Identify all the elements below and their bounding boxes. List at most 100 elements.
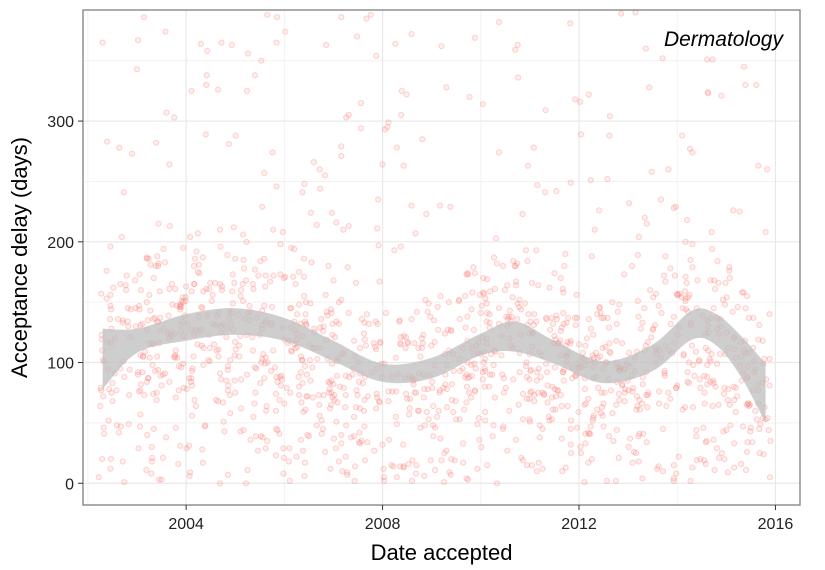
- data-point: [379, 161, 386, 168]
- data-point: [653, 290, 660, 297]
- data-point: [746, 401, 754, 408]
- data-point: [581, 401, 588, 408]
- data-point: [400, 332, 407, 340]
- data-point: [196, 270, 203, 277]
- data-point: [577, 450, 585, 457]
- data-point: [731, 464, 738, 471]
- data-point: [642, 45, 649, 52]
- data-point: [759, 337, 766, 344]
- data-point: [301, 472, 308, 480]
- data-point: [740, 289, 747, 296]
- data-point: [437, 293, 444, 300]
- data-point: [300, 408, 307, 416]
- data-point: [332, 445, 339, 452]
- data-point: [320, 323, 327, 330]
- data-point: [330, 435, 337, 442]
- data-point: [693, 433, 700, 440]
- data-point: [354, 392, 361, 399]
- data-point: [674, 382, 681, 389]
- data-point: [400, 464, 407, 471]
- data-point: [342, 392, 349, 399]
- data-point: [326, 380, 334, 387]
- data-point: [612, 477, 619, 484]
- data-point: [358, 316, 365, 323]
- data-point: [684, 378, 691, 385]
- data-point: [107, 291, 114, 298]
- minor-gridlines: [83, 10, 800, 505]
- data-point: [475, 415, 482, 422]
- data-point: [692, 348, 700, 355]
- data-point: [701, 372, 708, 379]
- plot-border: [82, 9, 801, 506]
- data-point: [239, 281, 246, 288]
- data-point: [442, 381, 449, 388]
- data-point: [716, 351, 724, 358]
- data-point: [103, 295, 110, 302]
- data-point: [474, 421, 481, 428]
- data-point: [193, 248, 200, 255]
- data-point: [710, 305, 717, 312]
- data-point: [217, 376, 225, 383]
- data-point: [143, 466, 150, 474]
- data-point: [747, 424, 755, 431]
- data-point: [153, 389, 160, 396]
- data-point: [126, 392, 133, 399]
- data-point: [744, 439, 751, 446]
- data-point: [655, 302, 662, 309]
- data-point: [374, 225, 381, 232]
- data-point: [283, 384, 290, 391]
- data-point: [116, 144, 123, 151]
- data-point: [100, 424, 107, 431]
- data-point: [276, 430, 283, 437]
- data-point: [535, 365, 542, 372]
- data-point: [194, 230, 201, 237]
- data-point: [687, 256, 694, 263]
- data-point: [278, 372, 285, 379]
- data-point: [304, 431, 311, 439]
- data-point: [481, 383, 488, 390]
- data-point: [360, 407, 367, 414]
- data-point: [232, 389, 239, 396]
- data-point: [146, 354, 153, 361]
- data-point: [288, 305, 295, 312]
- data-point: [224, 363, 231, 370]
- data-point: [226, 392, 233, 399]
- data-point: [711, 285, 719, 292]
- data-point: [710, 436, 717, 443]
- data-point: [596, 303, 603, 311]
- data-point: [682, 295, 689, 302]
- data-point: [218, 283, 226, 290]
- data-point: [626, 349, 633, 356]
- data-point: [562, 250, 569, 257]
- data-point: [490, 361, 497, 369]
- data-point: [231, 377, 238, 384]
- data-point: [443, 404, 450, 411]
- data-point: [756, 425, 763, 432]
- data-point: [297, 369, 305, 376]
- data-point: [129, 150, 136, 157]
- data-point: [206, 358, 213, 365]
- data-point: [594, 311, 601, 318]
- data-point: [389, 388, 396, 395]
- data-point: [110, 284, 117, 291]
- data-point: [702, 439, 709, 446]
- data-point: [523, 395, 531, 402]
- data-point: [440, 384, 447, 391]
- data-point: [431, 338, 438, 346]
- data-point: [702, 460, 709, 468]
- data-point: [471, 360, 478, 367]
- data-point: [424, 308, 431, 315]
- data-point: [766, 355, 773, 362]
- data-point: [269, 149, 276, 156]
- data-point: [356, 344, 364, 352]
- data-point: [687, 477, 694, 484]
- data-point: [328, 309, 335, 317]
- data-point: [397, 341, 404, 348]
- data-point: [548, 394, 556, 401]
- data-point: [594, 354, 601, 361]
- data-point: [356, 429, 363, 436]
- data-point: [443, 84, 450, 91]
- data-point: [136, 271, 143, 278]
- data-point: [567, 20, 574, 27]
